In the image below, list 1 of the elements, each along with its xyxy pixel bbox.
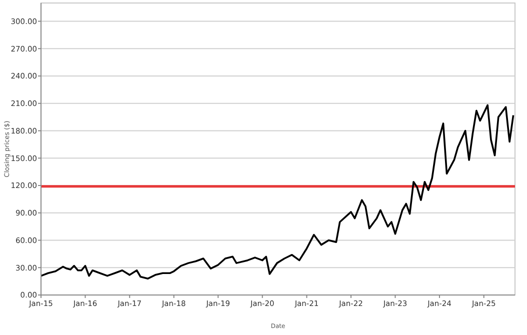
line-series xyxy=(40,104,514,280)
